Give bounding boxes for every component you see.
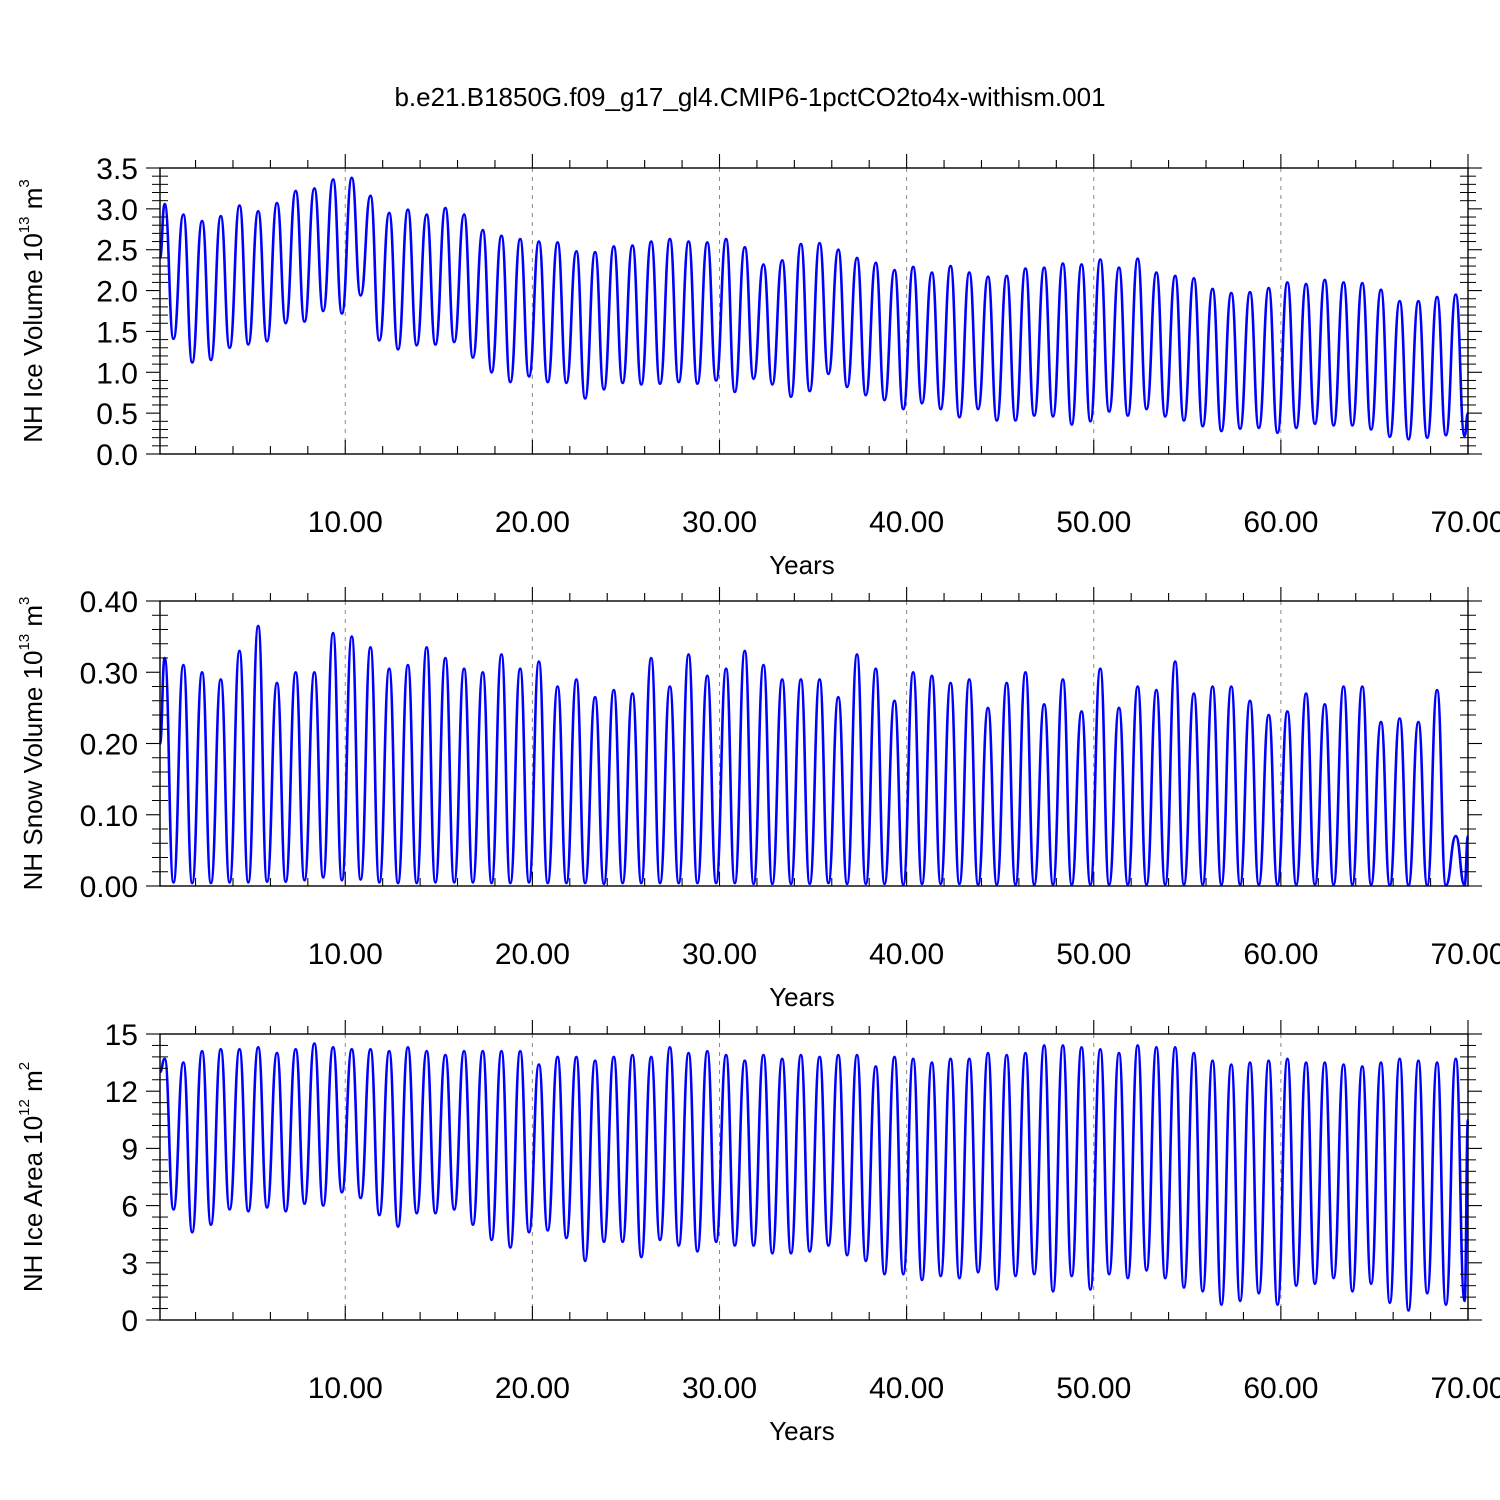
y-tick-label: 3 <box>121 1248 138 1281</box>
data-series-line <box>158 176 1470 441</box>
x-tick-label: 20.00 <box>495 506 570 539</box>
x-tick-label: 60.00 <box>1243 1372 1318 1405</box>
x-tick-label: 60.00 <box>1243 506 1318 539</box>
y-tick-label: 6 <box>121 1191 138 1224</box>
y-tick-label: 12 <box>105 1076 138 1109</box>
y-tick-label: 0 <box>121 1305 138 1338</box>
data-series-line <box>159 1042 1470 1312</box>
x-tick-label: 10.00 <box>308 1372 383 1405</box>
x-tick-label: 50.00 <box>1056 938 1131 971</box>
x-tick-label: 40.00 <box>869 1372 944 1405</box>
x-tick-label: 20.00 <box>495 1372 570 1405</box>
y-tick-label: 0.20 <box>80 729 138 762</box>
y-tick-label: 0.10 <box>80 800 138 833</box>
y-tick-label: 0.30 <box>80 657 138 690</box>
data-series-line <box>158 624 1470 887</box>
y-tick-label: 3.0 <box>96 194 138 227</box>
y-tick-label: 0.40 <box>80 586 138 619</box>
plot-frame <box>159 167 1469 455</box>
y-tick-label: 15 <box>105 1019 138 1052</box>
plot-frame <box>159 1033 1469 1321</box>
x-tick-label: 10.00 <box>308 938 383 971</box>
nh-ice-area-panel: 10.00 20.00 30.00 40.00 50.00 60.00 70.00 Years… <box>16 1019 1500 1446</box>
x-axis-label: Years <box>769 982 835 1012</box>
x-tick-label: 60.00 <box>1243 938 1318 971</box>
y-tick-label: 9 <box>121 1133 138 1166</box>
y-tick-label: 1.5 <box>96 316 138 349</box>
y-tick-label: 2.0 <box>96 276 138 309</box>
figure-title: b.e21.B1850G.f09_g17_gl4.CMIP6-1pctCO2to… <box>394 82 1105 112</box>
x-axis-label: Years <box>769 1416 835 1446</box>
x-tick-label: 70.00 <box>1430 938 1500 971</box>
x-tick-label: 30.00 <box>682 506 757 539</box>
x-tick-label: 70.00 <box>1430 506 1500 539</box>
x-tick-label: 70.00 <box>1430 1372 1500 1405</box>
y-tick-label: 3.5 <box>96 153 138 186</box>
x-tick-label: 40.00 <box>869 938 944 971</box>
y-tick-label: 0.00 <box>80 871 138 904</box>
y-axis-label: NH Snow Volume 1013 m3 <box>16 597 48 891</box>
x-tick-label: 10.00 <box>308 506 383 539</box>
x-tick-label: 50.00 <box>1056 1372 1131 1405</box>
nh-snow-volume-panel: 10.00 20.00 30.00 40.00 50.00 60.00 70.00 Years… <box>16 586 1500 1012</box>
x-tick-label: 30.00 <box>682 1372 757 1405</box>
x-tick-label: 20.00 <box>495 938 570 971</box>
x-axis-label: Years <box>769 550 835 580</box>
y-tick-label: 0.0 <box>96 439 138 472</box>
y-axis-label: NH Ice Area 1012 m2 <box>16 1062 48 1292</box>
x-tick-label: 50.00 <box>1056 506 1131 539</box>
nh-ice-volume-panel: 10.00 20.00 30.00 40.00 50.00 60.00 70.00 Years… <box>16 153 1500 580</box>
x-tick-label: 30.00 <box>682 938 757 971</box>
x-tick-label: 40.00 <box>869 506 944 539</box>
y-tick-label: 2.5 <box>96 235 138 268</box>
y-axis-label: NH Ice Volume 1013 m3 <box>16 179 48 442</box>
y-tick-label: 0.5 <box>96 398 138 431</box>
y-tick-label: 1.0 <box>96 357 138 390</box>
